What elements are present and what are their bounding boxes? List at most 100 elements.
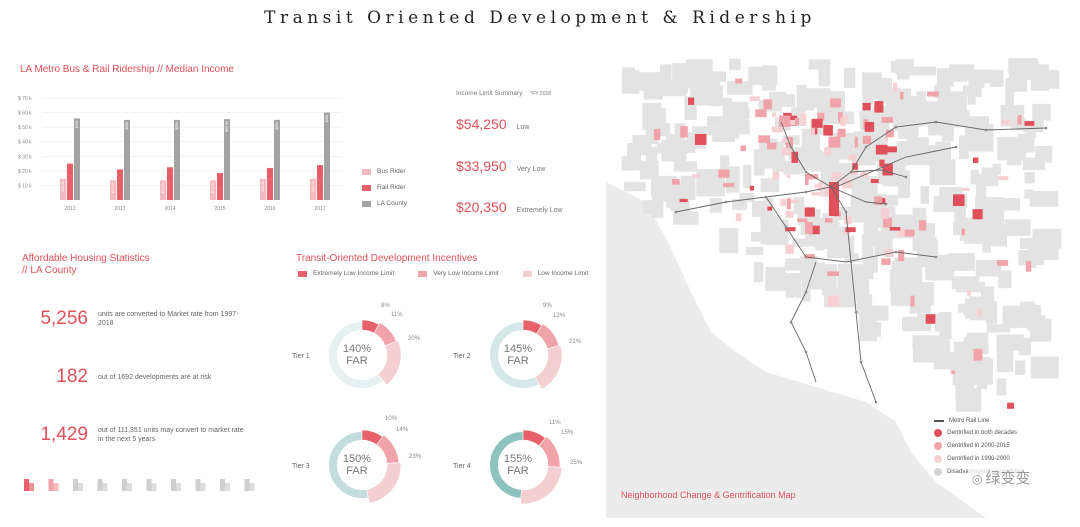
building-icon-annex bbox=[102, 483, 108, 491]
tier-4-far: 155% FAR bbox=[488, 453, 548, 477]
metro-rail-line bbox=[850, 169, 907, 178]
map-tract-grey bbox=[765, 266, 786, 292]
map-tract-grey bbox=[872, 211, 883, 223]
building-icon bbox=[146, 479, 152, 491]
far-value: 145% bbox=[503, 343, 533, 355]
map-tract-gentrified bbox=[772, 112, 777, 117]
map-tract-grey bbox=[871, 305, 889, 321]
bar bbox=[310, 178, 316, 200]
tier-4-very-low-pct: 15% bbox=[561, 430, 574, 436]
map-tract-grey bbox=[856, 284, 865, 301]
rail-station bbox=[789, 145, 793, 149]
map-tract-grey bbox=[947, 253, 975, 271]
map-tract-grey bbox=[936, 68, 954, 87]
income-value: $20,350 bbox=[456, 199, 507, 215]
map-tract-gentrified bbox=[830, 98, 841, 108]
map-tract-grey bbox=[933, 347, 951, 370]
rail-station bbox=[764, 195, 768, 199]
map-tract-grey bbox=[815, 238, 824, 251]
rail-station bbox=[934, 120, 938, 124]
map-tract-gentrified bbox=[996, 260, 1009, 266]
map-tract-grey bbox=[659, 64, 672, 88]
bar bbox=[117, 169, 123, 200]
tier-3-extremely-low-pct: 10% bbox=[385, 416, 398, 422]
map-tract-gentrified bbox=[882, 163, 893, 176]
bar-value-label: $56k bbox=[75, 120, 79, 128]
metro-rail-line bbox=[830, 186, 887, 205]
map-title: Neighborhood Change & Gentrification Map bbox=[621, 490, 796, 500]
map-tract-gentrified bbox=[961, 187, 970, 191]
tier-1-donut bbox=[329, 319, 402, 388]
bar bbox=[210, 180, 216, 200]
map-tract-grey bbox=[927, 145, 940, 165]
legend-rail-rider: Rail Rider bbox=[362, 184, 407, 191]
map-tract-gentrified bbox=[723, 182, 735, 188]
building-icon bbox=[195, 479, 201, 491]
map-tract-grey bbox=[985, 301, 998, 325]
map-tract-grey bbox=[881, 151, 907, 166]
rail-station bbox=[804, 290, 808, 294]
map-tract-grey bbox=[888, 93, 907, 106]
building-icon bbox=[122, 479, 127, 491]
map-tract-grey bbox=[664, 146, 675, 160]
map-tract-grey bbox=[850, 195, 875, 223]
segment-low bbox=[534, 344, 563, 390]
segment-low bbox=[377, 340, 402, 386]
map-tract-gentrified bbox=[998, 176, 1009, 181]
metro-rail-line bbox=[830, 186, 877, 403]
tier-2-far: 145% FAR bbox=[488, 343, 548, 367]
map-tract-grey bbox=[986, 324, 1011, 333]
ridership-bar-chart: $ 10 k $ 20 k $ 30 k $ 40 k $ 50 k $ 60 k $ 70… bbox=[18, 96, 342, 212]
map-tract-gentrified bbox=[794, 117, 800, 125]
y-tick-label: $ 50 k bbox=[18, 125, 32, 131]
legend-label: Metro Rail Line bbox=[949, 418, 990, 424]
map-tract-grey bbox=[967, 90, 976, 105]
map-tract-grey bbox=[731, 199, 748, 211]
ridership-legend: Bus Rider Rail Rider LA County bbox=[362, 168, 407, 207]
watermark-text: 绿变变 bbox=[985, 469, 1031, 487]
building-icon bbox=[73, 479, 78, 491]
map-tract-grey bbox=[908, 66, 936, 76]
map-tract-grey bbox=[760, 215, 781, 231]
map-tract-grey bbox=[760, 178, 780, 193]
map-tract-gentrified bbox=[885, 146, 897, 153]
map-tract-gentrified bbox=[817, 112, 825, 121]
map-legend-1990: Gentrified in 1990-2000 bbox=[934, 455, 1024, 463]
map-tract-gentrified bbox=[767, 206, 773, 211]
map-tract-grey bbox=[867, 255, 878, 273]
map-tract-gentrified bbox=[740, 145, 747, 152]
map-tract-gentrified bbox=[827, 295, 840, 307]
map-tract-grey bbox=[975, 173, 987, 200]
tier-3-low-pct: 23% bbox=[409, 454, 422, 460]
tier-1-extremely-low-pct: 8% bbox=[381, 303, 390, 309]
bar-value-label: $13.5k bbox=[211, 182, 215, 193]
map-tract-grey bbox=[886, 194, 899, 206]
building-icon bbox=[171, 479, 176, 491]
map-tract-grey bbox=[961, 369, 971, 384]
bar-value-label: $21k bbox=[118, 171, 122, 179]
tod-legend-extremely-low: Extremely Low Income Limit bbox=[298, 270, 394, 277]
map-tract-gentrified bbox=[842, 178, 853, 189]
map-tract-gentrified bbox=[694, 133, 707, 145]
map-tract-grey bbox=[745, 246, 759, 256]
map-tract-gentrified bbox=[814, 184, 821, 188]
map-tract-gentrified bbox=[804, 254, 815, 259]
map-tract-grey bbox=[1018, 337, 1031, 356]
legend-swatch bbox=[362, 200, 371, 207]
map-tract-gentrified bbox=[926, 91, 939, 97]
map-tract-grey bbox=[997, 359, 1010, 373]
building-icon-annex bbox=[176, 483, 181, 491]
tier-3-very-low-pct: 14% bbox=[396, 427, 409, 433]
map-tract-gentrified bbox=[845, 227, 856, 233]
map-tract-grey bbox=[752, 246, 764, 255]
map-tract-grey bbox=[1000, 197, 1021, 211]
map-tract-grey bbox=[825, 264, 837, 276]
map-tract-gentrified bbox=[840, 117, 846, 126]
tier-3-far: 150% FAR bbox=[327, 453, 387, 477]
map-tract-grey bbox=[895, 59, 914, 75]
building-icon bbox=[97, 479, 103, 491]
segment-low bbox=[520, 466, 563, 505]
map-tract-grey bbox=[1018, 250, 1044, 266]
rail-station bbox=[894, 250, 898, 254]
map-tract-gentrified bbox=[680, 125, 688, 138]
